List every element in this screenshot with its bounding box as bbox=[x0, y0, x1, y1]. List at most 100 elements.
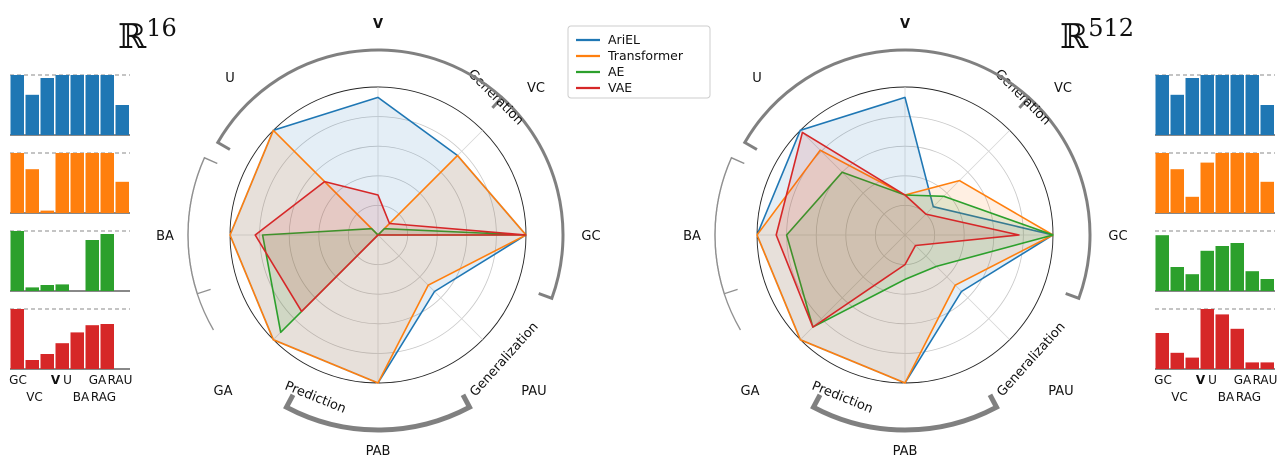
bar-xlabel: GC bbox=[1154, 373, 1172, 387]
group-arc-0 bbox=[491, 95, 565, 301]
group-arc-top bbox=[742, 48, 1030, 151]
group-arc-1 bbox=[810, 393, 1000, 433]
bar bbox=[100, 234, 114, 291]
title-exponent: 512 bbox=[1088, 14, 1134, 42]
bar bbox=[1215, 75, 1229, 135]
bar-xlabel: V bbox=[1196, 373, 1206, 387]
bar bbox=[1170, 352, 1184, 369]
bar bbox=[1200, 162, 1214, 213]
bar bbox=[10, 309, 24, 369]
bar bbox=[85, 240, 99, 291]
bar bbox=[115, 105, 129, 135]
bar bbox=[1215, 314, 1229, 369]
radar-spoke bbox=[904, 234, 1010, 340]
axis-label-ba: BA bbox=[156, 229, 174, 244]
bar bbox=[1230, 153, 1244, 213]
axis-label-u: U bbox=[752, 71, 762, 86]
bar bbox=[85, 325, 99, 369]
panel-title: ℝ512 bbox=[1060, 14, 1134, 57]
bar-panel-ae bbox=[1155, 230, 1275, 292]
axis-label-pab: PAB bbox=[366, 444, 391, 457]
bar bbox=[100, 324, 114, 369]
bar bbox=[25, 169, 39, 213]
radar-spoke bbox=[800, 130, 906, 236]
bar bbox=[1170, 169, 1184, 213]
bar-xlabel: BA bbox=[1218, 390, 1235, 404]
bar bbox=[85, 75, 99, 135]
bar bbox=[40, 210, 54, 213]
bar bbox=[1260, 362, 1274, 369]
bar-xlabel: RAU bbox=[108, 373, 133, 387]
bar bbox=[1230, 243, 1244, 291]
legend-label: Transformer bbox=[607, 48, 684, 63]
radar-spoke bbox=[800, 234, 906, 340]
axis-label-pau: PAU bbox=[1048, 384, 1073, 399]
bar-panel-vae bbox=[10, 308, 130, 370]
legend-label: AriEL bbox=[608, 32, 640, 47]
bar-panel-ariel bbox=[10, 74, 130, 136]
group-arc-top bbox=[215, 48, 503, 151]
bar bbox=[1230, 75, 1244, 135]
bar bbox=[1155, 333, 1169, 369]
radar-spoke bbox=[904, 130, 1010, 236]
bar bbox=[55, 343, 69, 369]
bar bbox=[1185, 78, 1199, 135]
legend-label: VAE bbox=[608, 80, 632, 95]
bar-xlabel: VC bbox=[26, 390, 43, 404]
group-arc-0 bbox=[1018, 95, 1092, 301]
bar bbox=[115, 181, 129, 213]
radar-panel-1: GenerationGeneralizationPredictionVVCGCP… bbox=[683, 14, 1277, 457]
title-exponent: 16 bbox=[146, 14, 177, 42]
bar bbox=[70, 153, 84, 213]
bar bbox=[1200, 75, 1214, 135]
bar bbox=[55, 75, 69, 135]
bar-xlabel: GA bbox=[1234, 373, 1252, 387]
bar bbox=[70, 75, 84, 135]
bar bbox=[100, 153, 114, 213]
axis-label-pab: PAB bbox=[893, 444, 918, 457]
bar bbox=[1215, 246, 1229, 291]
series-vae bbox=[254, 180, 527, 313]
bar bbox=[1155, 75, 1169, 135]
bar bbox=[10, 75, 24, 135]
bar bbox=[1185, 274, 1199, 291]
bar bbox=[1170, 94, 1184, 135]
axis-label-gc: GC bbox=[1108, 229, 1127, 244]
bar-panel-ae bbox=[10, 230, 130, 292]
bar bbox=[100, 75, 114, 135]
axis-label-ga: GA bbox=[741, 384, 760, 399]
series-transformer bbox=[229, 129, 527, 384]
bar-xlabel: U bbox=[63, 373, 72, 387]
axis-label-ba: BA bbox=[683, 229, 701, 244]
bar bbox=[1230, 328, 1244, 369]
axis-label-v: V bbox=[900, 17, 910, 32]
bar bbox=[1260, 181, 1274, 213]
bar bbox=[1185, 357, 1199, 369]
bar-panel-vae bbox=[1155, 308, 1275, 370]
bar bbox=[1245, 271, 1259, 291]
bar bbox=[70, 332, 84, 369]
bar bbox=[85, 153, 99, 213]
bar bbox=[25, 360, 39, 369]
bar bbox=[1170, 267, 1184, 291]
bar-xlabel: BA bbox=[73, 390, 90, 404]
bar bbox=[1245, 153, 1259, 213]
bar bbox=[40, 354, 54, 369]
bar bbox=[25, 94, 39, 135]
bar-xlabel: U bbox=[1208, 373, 1217, 387]
bar bbox=[1155, 235, 1169, 291]
bar-xlabel: RAG bbox=[91, 390, 116, 404]
legend-box bbox=[567, 25, 711, 99]
bar bbox=[1200, 250, 1214, 291]
group-arc-1 bbox=[283, 393, 473, 433]
bar bbox=[1155, 153, 1169, 213]
axis-label-vc: VC bbox=[527, 81, 545, 96]
title-base: ℝ bbox=[1060, 17, 1089, 57]
series-vae bbox=[775, 131, 1020, 328]
series-ae bbox=[785, 171, 1054, 328]
bar bbox=[40, 78, 54, 135]
bar bbox=[1245, 362, 1259, 369]
bar bbox=[10, 231, 24, 291]
